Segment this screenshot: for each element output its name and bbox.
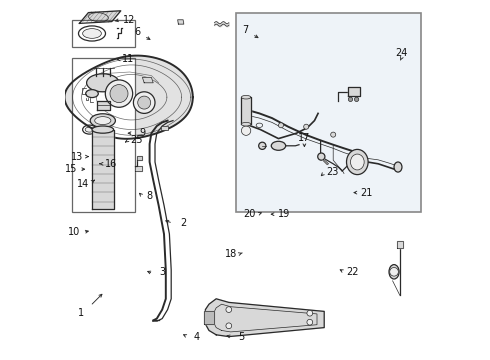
Circle shape [226,323,232,329]
Bar [72,20,135,47]
Text: 15: 15 [65,164,78,174]
Polygon shape [137,156,143,160]
Ellipse shape [86,90,98,98]
Ellipse shape [83,29,101,39]
Ellipse shape [85,127,94,132]
Ellipse shape [389,265,399,279]
Polygon shape [322,159,328,165]
Text: 11: 11 [122,54,134,64]
Circle shape [105,80,133,107]
Text: 8: 8 [147,191,153,201]
Circle shape [242,126,251,135]
Polygon shape [143,77,153,83]
Text: 5: 5 [238,332,245,342]
Ellipse shape [90,114,116,127]
Text: 24: 24 [395,48,408,58]
Text: 1: 1 [78,308,84,318]
Ellipse shape [346,149,368,175]
Polygon shape [204,311,215,324]
Circle shape [307,319,313,325]
Polygon shape [92,130,114,209]
Polygon shape [79,11,121,23]
Circle shape [259,142,266,149]
Ellipse shape [394,162,402,172]
Polygon shape [205,299,324,337]
Text: 25: 25 [130,135,143,145]
Circle shape [354,97,359,102]
Polygon shape [135,166,143,171]
Text: 22: 22 [346,267,359,277]
Circle shape [331,132,336,137]
Ellipse shape [92,126,114,133]
Text: 18: 18 [225,249,238,259]
Circle shape [110,85,128,103]
Circle shape [138,96,151,109]
Text: 3: 3 [159,267,165,277]
Ellipse shape [242,122,251,126]
Polygon shape [242,97,251,124]
Ellipse shape [350,154,364,170]
Ellipse shape [87,74,119,92]
Bar [162,126,168,130]
Ellipse shape [242,95,251,99]
Text: 2: 2 [181,218,187,228]
Bar [72,58,135,212]
Circle shape [390,267,398,276]
Text: 21: 21 [361,188,373,198]
Text: 17: 17 [298,133,311,143]
Text: 20: 20 [243,209,255,219]
Ellipse shape [271,141,286,150]
Text: 6: 6 [134,27,140,37]
Text: 19: 19 [278,209,290,219]
Circle shape [304,124,309,129]
Text: 7: 7 [242,25,248,35]
Circle shape [318,153,325,160]
Polygon shape [178,20,184,24]
Polygon shape [65,55,193,139]
Ellipse shape [95,117,111,125]
Text: 23: 23 [326,167,338,177]
Circle shape [133,92,155,113]
Bar [236,13,421,212]
Polygon shape [397,241,403,248]
Text: 9: 9 [139,128,146,138]
Circle shape [348,97,353,102]
Polygon shape [98,101,110,110]
Text: 14: 14 [77,179,89,189]
Text: 4: 4 [194,332,199,342]
Text: 10: 10 [68,227,80,237]
Text: 12: 12 [123,15,135,25]
Circle shape [278,123,284,128]
Text: 13: 13 [71,152,83,162]
Circle shape [226,307,232,312]
Polygon shape [347,87,360,96]
Text: 16: 16 [105,159,117,169]
Circle shape [307,310,313,316]
